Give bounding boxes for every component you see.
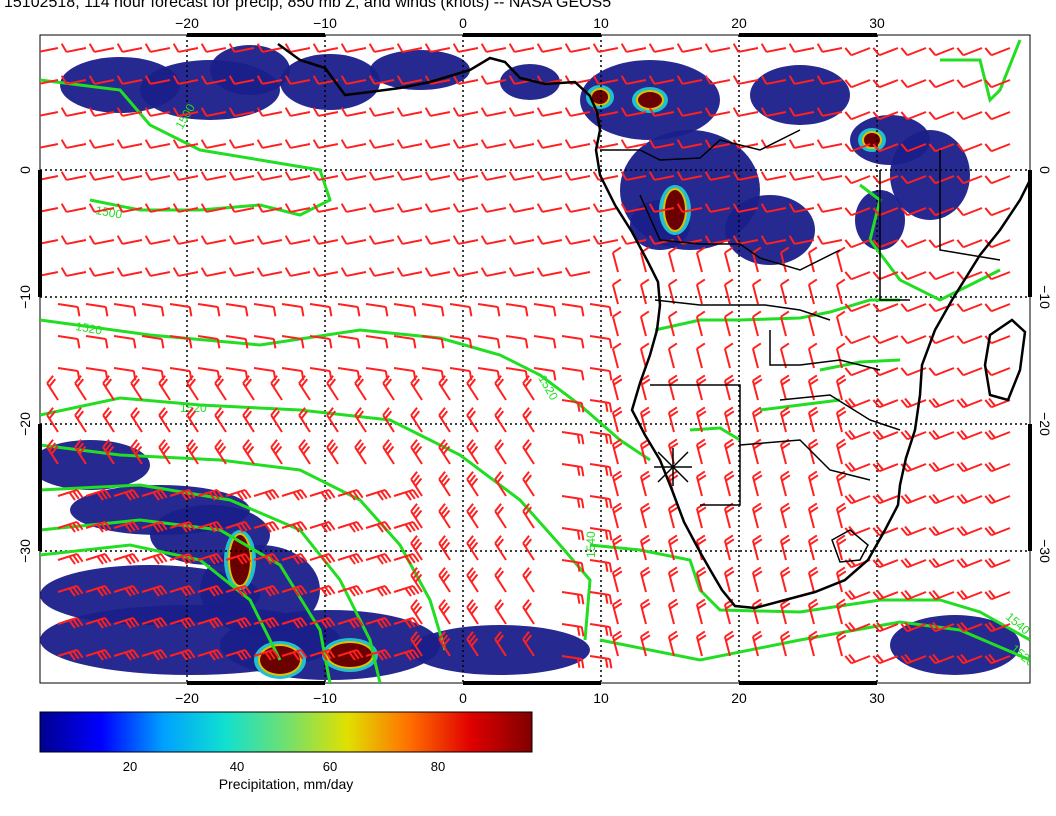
right-lat-tick-label: 0 — [1037, 166, 1053, 174]
colorbar-tick-label: 60 — [322, 759, 338, 774]
coastlines — [277, 42, 1030, 610]
top-lon-tick-label: 20 — [731, 15, 747, 31]
bottom-lon-tick-label: 0 — [459, 690, 467, 706]
top-lon-tick-label: 0 — [459, 15, 467, 31]
top-lon-tick-label: 10 — [593, 15, 609, 31]
bottom-lon-tick-label: −20 — [175, 690, 199, 706]
left-lat-tick-label: −30 — [17, 539, 33, 563]
top-lon-tick-label: −20 — [175, 15, 199, 31]
top-lon-tick-label: −10 — [313, 15, 337, 31]
left-lat-tick-label: −10 — [17, 285, 33, 309]
contour-label: 1520 — [180, 401, 207, 415]
contour-label: 1540 — [584, 531, 598, 558]
bottom-lon-tick-label: −10 — [313, 690, 337, 706]
top-lon-tick-label: 30 — [869, 15, 885, 31]
bottom-lon-tick-label: 10 — [593, 690, 609, 706]
contour-label: 1520 — [74, 319, 103, 337]
bottom-lon-tick-label: 20 — [731, 690, 747, 706]
left-lat-tick-label: 0 — [17, 166, 33, 174]
right-lat-tick-label: −30 — [1037, 539, 1053, 563]
wind-barbs — [40, 43, 1011, 669]
contour-label: 1500 — [94, 203, 123, 221]
country-borders — [600, 129, 1001, 563]
colorbar-title: Precipitation, mm/day — [218, 776, 354, 792]
right-lat-tick-label: −10 — [1037, 285, 1053, 309]
left-lat-tick-label: −20 — [17, 412, 33, 436]
colorbar-tick-label: 20 — [122, 759, 138, 774]
axis-ticks: −20 −20 −10 −10 0 0 10 10 20 20 30 30 0 0 −10 −10 −20 −20… — [17, 15, 1053, 706]
madagascar-coastline — [983, 318, 1027, 402]
colorbar — [39, 711, 533, 753]
chart-title: 15102518, 114 hour forecast for precip, … — [4, 0, 612, 11]
colorbar-tick-label: 80 — [430, 759, 446, 774]
location-marker — [654, 448, 692, 486]
right-lat-tick-label: −20 — [1037, 412, 1053, 436]
colorbar-tick-label: 40 — [229, 759, 245, 774]
precipitation-layer — [40, 45, 1020, 680]
bottom-lon-tick-label: 30 — [869, 690, 885, 706]
africa-coastline — [277, 42, 1030, 610]
